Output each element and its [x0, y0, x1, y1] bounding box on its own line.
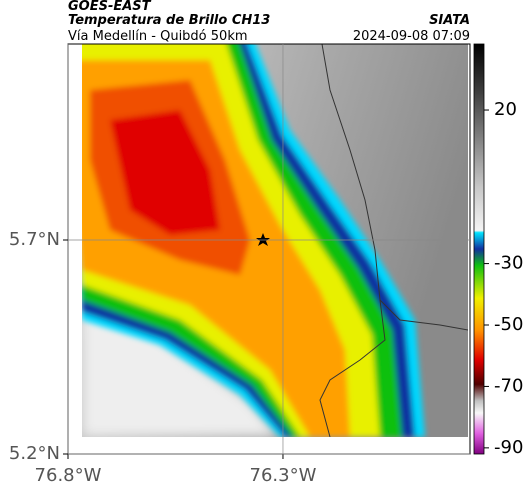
colorbar-tick-label: -50 [494, 314, 523, 335]
datetime: 2024-09-08 07:09 [353, 29, 470, 44]
colorbar-tick-label: 20 [494, 99, 517, 120]
title: Temperatura de Brillo CH13 [68, 13, 270, 28]
agency: SIATA [429, 13, 470, 28]
x-tick-label: 76.8°W [35, 465, 102, 486]
satellite-image [82, 44, 468, 437]
colorbar [473, 43, 485, 455]
subtitle: Vía Medellín - Quibdó 50km [68, 29, 248, 44]
y-tick-label: 5.7°N [9, 229, 60, 250]
y-tick-label: 5.2°N [9, 443, 60, 464]
colorbar-tick-label: -90 [494, 437, 523, 458]
colorbar-tick-label: -70 [494, 375, 523, 396]
colorbar-tick-label: -30 [494, 253, 523, 274]
x-tick-label: 76.3°W [250, 465, 317, 486]
satellite: GOES-EAST [68, 0, 152, 14]
station-marker [256, 233, 270, 246]
